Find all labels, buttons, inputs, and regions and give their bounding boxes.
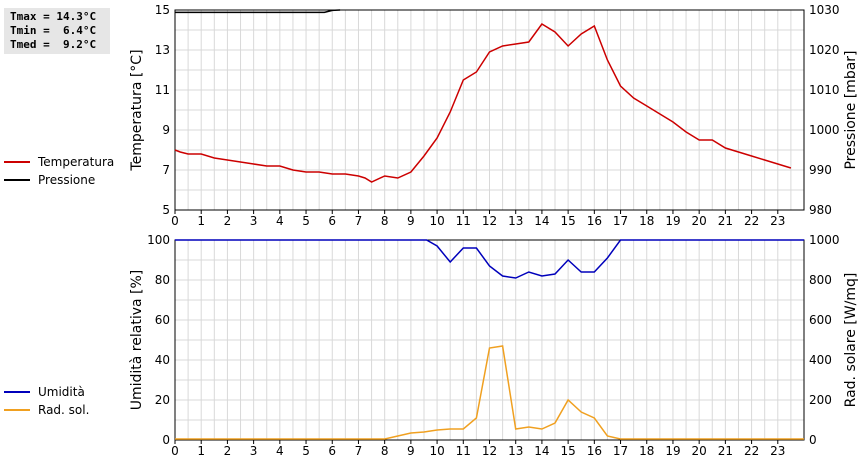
top-x-tick-label: 18: [639, 214, 654, 228]
temperatura-swatch: [4, 161, 30, 163]
temperature-stats-box: Tmax = 14.3°C Tmin = 6.4°C Tmed = 9.2°C: [4, 8, 110, 54]
top-y-right-tick-label: 1010: [809, 83, 840, 97]
tmax-stat: Tmax = 14.3°C: [10, 10, 97, 23]
top-x-tick-label: 16: [587, 214, 602, 228]
top-x-tick-label: 22: [744, 214, 759, 228]
top-x-tick-label: 19: [665, 214, 680, 228]
bottom-y-right-tick-label: 400: [809, 353, 832, 367]
legend-label-temperatura: Temperatura: [38, 155, 115, 169]
top-y-right-tick-label: 1000: [809, 123, 840, 137]
top-chart-legend: Temperatura Pressione: [4, 153, 114, 189]
top-x-tick-label: 8: [381, 214, 389, 228]
top-y-right-tick-label: 1020: [809, 43, 840, 57]
top-x-tick-label: 9: [407, 214, 415, 228]
top-x-tick-label: 6: [328, 214, 336, 228]
bottom-x-tick-label: 11: [456, 444, 471, 458]
top-y-left-tick-label: 13: [155, 43, 170, 57]
bottom-y-left-tick-label: 60: [155, 313, 170, 327]
bottom-x-tick-label: 15: [560, 444, 575, 458]
bottom-x-tick-label: 9: [407, 444, 415, 458]
top-x-tick-label: 2: [224, 214, 232, 228]
series-line-pressione: [175, 9, 341, 14]
bottom-y-left-tick-label: 80: [155, 273, 170, 287]
legend-label-pressione: Pressione: [38, 173, 96, 187]
top-x-tick-label: 23: [770, 214, 785, 228]
umidita-swatch: [4, 391, 30, 393]
top-y-left-tick-label: 9: [162, 123, 170, 137]
bottom-x-tick-label: 10: [429, 444, 444, 458]
bottom-y-right-tick-label: 600: [809, 313, 832, 327]
bottom-x-tick-label: 2: [224, 444, 232, 458]
top-x-tick-label: 5: [302, 214, 310, 228]
bottom-y-left-axis-label: Umidità relativa [%]: [129, 270, 145, 411]
bottom-y-right-tick-label: 800: [809, 273, 832, 287]
bottom-y-right-tick-label: 0: [809, 433, 817, 447]
top-x-tick-label: 1: [197, 214, 205, 228]
bottom-x-tick-label: 17: [613, 444, 628, 458]
bottom-x-tick-label: 5: [302, 444, 310, 458]
top-x-tick-label: 11: [456, 214, 471, 228]
top-y-right-tick-label: 980: [809, 203, 832, 217]
bottom-x-tick-label: 0: [171, 444, 179, 458]
series-line-temperatura: [174, 22, 792, 183]
bottom-x-tick-label: 19: [665, 444, 680, 458]
bottom-x-tick-label: 6: [328, 444, 336, 458]
pressione-swatch: [4, 179, 30, 181]
bottom-x-tick-label: 13: [508, 444, 523, 458]
legend-label-umidita: Umidità: [38, 385, 85, 399]
bottom-x-tick-label: 4: [276, 444, 284, 458]
series-line-rad-sol: [175, 345, 804, 440]
bottom-x-tick-label: 8: [381, 444, 389, 458]
bottom-chart-legend: Umidità Rad. sol.: [4, 383, 89, 419]
legend-item-rad-sol: Rad. sol.: [4, 401, 89, 419]
top-y-left-tick-label: 7: [162, 163, 170, 177]
top-x-tick-label: 0: [171, 214, 179, 228]
top-y-right-axis-label: Pressione [mbar]: [843, 50, 859, 169]
bottom-x-tick-label: 18: [639, 444, 654, 458]
top-x-tick-label: 13: [508, 214, 523, 228]
tmin-stat: Tmin = 6.4°C: [10, 24, 97, 37]
top-y-left-tick-label: 5: [162, 203, 170, 217]
bottom-x-tick-label: 12: [482, 444, 497, 458]
legend-item-umidita: Umidità: [4, 383, 89, 401]
top-x-tick-label: 20: [692, 214, 707, 228]
bottom-y-right-axis-label: Rad. solare [W/mq]: [843, 273, 859, 408]
legend-item-temperatura: Temperatura: [4, 153, 114, 171]
bottom-y-left-tick-label: 40: [155, 353, 170, 367]
bottom-y-right-tick-label: 1000: [809, 233, 840, 247]
top-x-tick-label: 10: [429, 214, 444, 228]
bottom-x-tick-label: 23: [770, 444, 785, 458]
bottom-x-tick-label: 21: [718, 444, 733, 458]
series-line-umidit: [175, 239, 804, 279]
top-y-left-axis-label: Temperatura [°C]: [129, 49, 145, 171]
bottom-x-tick-label: 22: [744, 444, 759, 458]
top-x-tick-label: 15: [560, 214, 575, 228]
bottom-y-left-tick-label: 100: [147, 233, 170, 247]
bottom-x-tick-label: 20: [692, 444, 707, 458]
bottom-x-tick-label: 14: [534, 444, 549, 458]
bottom-x-tick-label: 1: [197, 444, 205, 458]
top-x-tick-label: 14: [534, 214, 549, 228]
bottom-x-tick-label: 16: [587, 444, 602, 458]
rad-sol-swatch: [4, 409, 30, 411]
bottom-y-right-tick-label: 200: [809, 393, 832, 407]
top-y-left-tick-label: 11: [155, 83, 170, 97]
bottom-y-left-tick-label: 0: [162, 433, 170, 447]
legend-item-pressione: Pressione: [4, 171, 114, 189]
top-x-tick-label: 21: [718, 214, 733, 228]
top-x-tick-label: 4: [276, 214, 284, 228]
top-y-left-tick-label: 15: [155, 3, 170, 17]
legend-label-rad-sol: Rad. sol.: [38, 403, 90, 417]
top-y-right-tick-label: 990: [809, 163, 832, 177]
bottom-x-tick-label: 3: [250, 444, 258, 458]
bottom-x-tick-label: 7: [355, 444, 363, 458]
top-x-tick-label: 17: [613, 214, 628, 228]
top-x-tick-label: 7: [355, 214, 363, 228]
top-x-tick-label: 12: [482, 214, 497, 228]
top-x-tick-label: 3: [250, 214, 258, 228]
bottom-y-left-tick-label: 20: [155, 393, 170, 407]
tmed-stat: Tmed = 9.2°C: [10, 38, 97, 51]
top-y-right-tick-label: 1030: [809, 3, 840, 17]
